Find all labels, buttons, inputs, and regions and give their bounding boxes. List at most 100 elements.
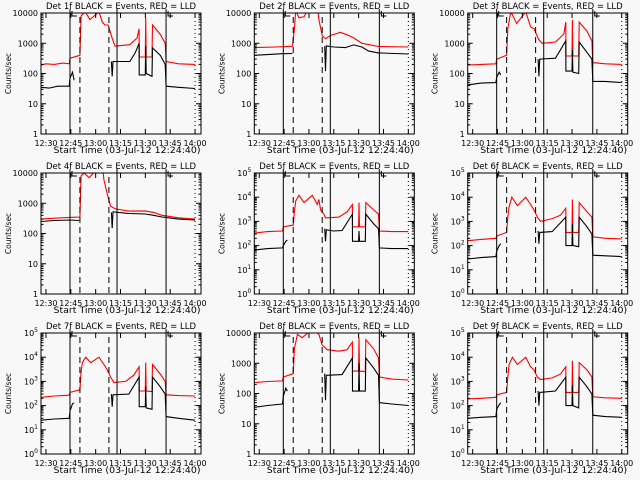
y-tick-label: 10000: [226, 329, 251, 338]
y-tick-base: 10: [451, 217, 461, 226]
x-tick-label: 13:30: [561, 299, 584, 308]
y-axis-label: Counts/sec: [217, 373, 226, 414]
y-tick-label: 1000: [231, 359, 251, 368]
x-tick-label: 13:00: [84, 299, 107, 308]
x-tick-label: 13:15: [536, 299, 559, 308]
x-tick-label: 12:30: [34, 459, 57, 468]
y-tick-label: 101: [451, 424, 465, 435]
y-tick-label: 104: [451, 351, 465, 362]
y-tick-exponent: 0: [247, 288, 251, 295]
y-tick-base: 10: [24, 329, 34, 338]
x-tick-label: 12:45: [59, 299, 82, 308]
x-tick-label: 12:45: [486, 459, 509, 468]
y-tick-label: 105: [451, 327, 465, 338]
y-tick-label: 100: [23, 230, 38, 239]
x-tick-label: 13:15: [536, 459, 559, 468]
y-tick-label: 100: [24, 448, 38, 459]
series-lld-line: [254, 333, 409, 384]
x-tick-label: 12:45: [486, 139, 509, 148]
x-tick-label: 13:45: [585, 299, 608, 308]
x-tick-label: 13:00: [297, 459, 320, 468]
y-tick-base: 10: [237, 169, 247, 178]
series-events-line: [41, 43, 196, 90]
panel-det-2: 12:30 12:45 13:00 13:15 13:30 13:45 14:00 1 10 10…: [217, 2, 420, 156]
y-axis-label: Counts/sec: [4, 213, 13, 254]
y-tick-label: 10: [455, 100, 465, 109]
panel-det-6: 12:30 12:45 13:00 13:15 13:30 13:45 14:0010010…: [431, 162, 634, 316]
panel-title: Det 3f BLACK = Events, RED = LLD: [473, 2, 623, 12]
x-tick-label: 13:45: [159, 139, 182, 148]
x-tick-label: 13:00: [511, 459, 534, 468]
y-tick-base: 10: [24, 426, 34, 435]
x-axis-label: Start Time (03-Jul-12 12:24:40): [267, 306, 414, 316]
panel-title: Det 4f BLACK = Events, RED = LLD: [46, 162, 196, 172]
y-tick-label: 102: [451, 400, 465, 411]
x-tick-label: 13:15: [322, 139, 345, 148]
x-tick-label: 13:15: [109, 299, 132, 308]
panel-title: Det 1f BLACK = Events, RED = LLD: [46, 2, 196, 12]
x-tick-label: 12:30: [248, 459, 271, 468]
y-axis-label: Counts/sec: [431, 53, 440, 94]
y-tick-base: 10: [451, 353, 461, 362]
y-axis-label: Counts/sec: [217, 53, 226, 94]
y-tick-base: 10: [451, 402, 461, 411]
y-tick-base: 10: [451, 377, 461, 386]
panel-title: Det 6f BLACK = Events, RED = LLD: [473, 162, 623, 172]
x-axis-label: Start Time (03-Jul-12 12:24:40): [54, 466, 201, 476]
x-tick-label: 14:00: [610, 459, 633, 468]
y-tick-base: 10: [237, 290, 247, 299]
y-tick-base: 10: [24, 402, 34, 411]
x-tick-label: 13:30: [134, 139, 157, 148]
y-axis-label: Counts/sec: [431, 213, 440, 254]
y-axis-label: Counts/sec: [217, 213, 226, 254]
y-tick-label: 1000: [231, 39, 251, 48]
x-tick-label: 13:00: [511, 139, 534, 148]
series-lld-line: [254, 13, 409, 49]
y-tick-label: 102: [24, 400, 38, 411]
y-tick-exponent: 1: [34, 424, 38, 431]
y-tick-exponent: 1: [461, 264, 465, 271]
y-tick-base: 10: [451, 426, 461, 435]
y-axis-label: Counts/sec: [4, 373, 13, 414]
y-tick-label: 104: [451, 191, 465, 202]
x-tick-label: 13:45: [159, 459, 182, 468]
x-axis-label: Start Time (03-Jul-12 12:24:40): [480, 306, 627, 316]
series-lld-line: [467, 13, 622, 66]
y-tick-exponent: 3: [461, 215, 465, 222]
x-tick-label: 12:30: [34, 139, 57, 148]
y-tick-label: 1000: [444, 39, 464, 48]
panel-title: Det 2f BLACK = Events, RED = LLD: [259, 2, 409, 12]
x-axis-label: Start Time (03-Jul-12 12:24:40): [267, 146, 414, 156]
x-tick-label: 12:45: [486, 299, 509, 308]
series-lld-line: [41, 356, 196, 398]
y-tick-exponent: 0: [34, 448, 38, 455]
x-tick-label: 13:00: [297, 299, 320, 308]
y-tick-label: 10: [28, 100, 38, 109]
y-tick-base: 10: [451, 450, 461, 459]
y-tick-label: 104: [24, 351, 38, 362]
x-tick-label: 13:15: [536, 139, 559, 148]
series-lld-line: [467, 356, 622, 400]
y-tick-exponent: 3: [247, 215, 251, 222]
y-tick-label: 105: [237, 167, 251, 178]
y-tick-exponent: 4: [34, 351, 38, 358]
y-tick-label: 1: [246, 130, 251, 139]
x-tick-label: 12:30: [461, 459, 484, 468]
series-lld-line: [254, 194, 409, 234]
x-tick-label: 13:45: [585, 139, 608, 148]
y-tick-exponent: 0: [461, 448, 465, 455]
x-tick-label: 13:45: [159, 299, 182, 308]
y-tick-exponent: 2: [34, 400, 38, 407]
panel-title: Det 5f BLACK = Events, RED = LLD: [259, 162, 409, 172]
panel-title: Det 8f BLACK = Events, RED = LLD: [259, 322, 409, 332]
panel-det-7: 12:30 12:45 13:00 13:15 13:30 13:45 14:0010010…: [4, 322, 207, 476]
y-tick-label: 10: [28, 260, 38, 269]
panel-title: Det 9f BLACK = Events, RED = LLD: [473, 322, 623, 332]
y-tick-label: 1: [460, 130, 465, 139]
y-tick-label: 101: [237, 264, 251, 275]
panel-det-1: 12:30 12:45 13:00 13:15 13:30 13:45 14:00 1 10 10…: [4, 2, 207, 156]
y-tick-label: 103: [451, 375, 465, 386]
x-tick-label: 13:30: [134, 459, 157, 468]
y-tick-base: 10: [451, 242, 461, 251]
